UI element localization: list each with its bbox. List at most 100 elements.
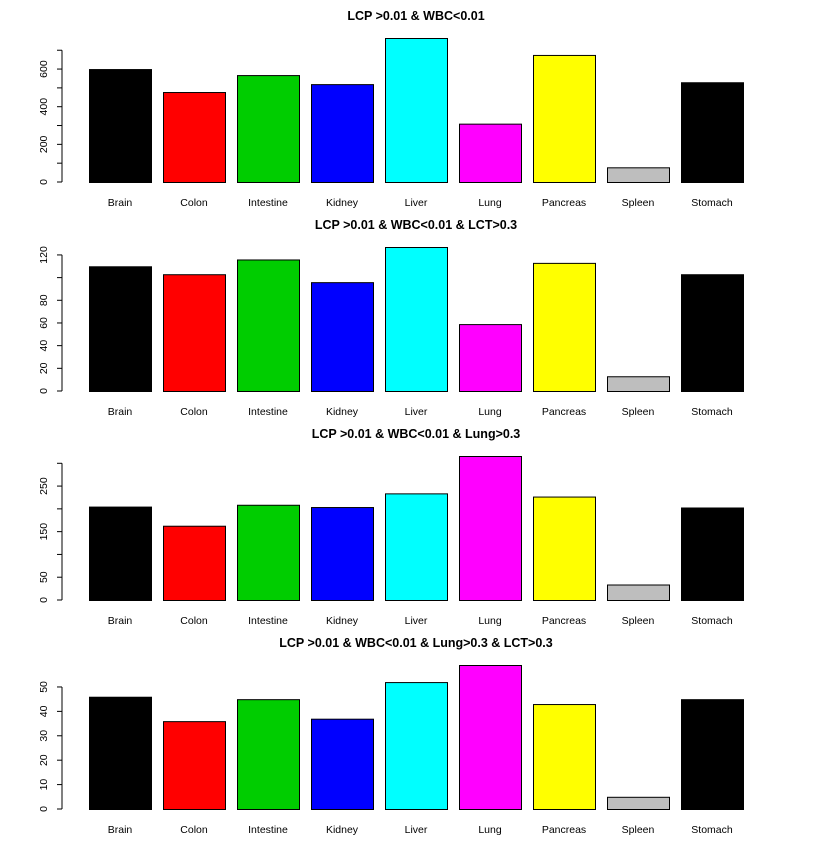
bar-liver — [385, 38, 448, 183]
category-label: Pancreas — [542, 824, 586, 836]
category-label: Pancreas — [542, 615, 586, 627]
y-tick-label: 0 — [38, 806, 50, 812]
y-tick-label: 400 — [38, 98, 50, 116]
category-label: Colon — [180, 197, 208, 209]
bar-liver — [385, 247, 448, 392]
bar-stomach — [681, 82, 744, 183]
bar-kidney — [311, 84, 374, 183]
bar-kidney — [311, 282, 374, 392]
category-label: Spleen — [622, 615, 655, 627]
y-tick-label: 200 — [38, 135, 50, 153]
category-label: Brain — [108, 197, 133, 209]
category-label: Colon — [180, 615, 208, 627]
category-label: Kidney — [326, 824, 359, 836]
chart-title: LCP >0.01 & WBC<0.01 — [347, 9, 484, 23]
category-label: Liver — [405, 824, 428, 836]
bar-lung — [459, 456, 522, 601]
y-tick-label: 20 — [38, 754, 50, 766]
category-label: Intestine — [248, 615, 288, 627]
bar-pancreas — [533, 704, 596, 810]
category-label: Pancreas — [542, 197, 586, 209]
category-label: Kidney — [326, 615, 359, 627]
y-tick-label: 50 — [38, 571, 50, 583]
bar-intestine — [237, 259, 300, 392]
y-tick-label: 150 — [38, 523, 50, 541]
category-label: Lung — [478, 406, 502, 418]
category-label: Spleen — [622, 197, 655, 209]
category-label: Stomach — [691, 406, 733, 418]
bar-intestine — [237, 699, 300, 810]
bar-lung — [459, 324, 522, 392]
category-label: Brain — [108, 824, 133, 836]
y-tick-label: 40 — [38, 340, 50, 352]
bar-kidney — [311, 507, 374, 601]
category-label: Spleen — [622, 406, 655, 418]
bar-kidney — [311, 718, 374, 810]
y-tick-label: 120 — [38, 246, 50, 264]
category-label: Intestine — [248, 406, 288, 418]
bar-lung — [459, 123, 522, 183]
category-label: Intestine — [248, 824, 288, 836]
chart-title: LCP >0.01 & WBC<0.01 & Lung>0.3 & LCT>0.… — [279, 636, 553, 650]
category-label: Intestine — [248, 197, 288, 209]
bar-liver — [385, 493, 448, 602]
category-label: Pancreas — [542, 406, 586, 418]
category-label: Colon — [180, 824, 208, 836]
chart-panel-3: LCP >0.01 & WBC<0.01 & Lung>0.3 0 50 150 250… — [38, 427, 744, 627]
category-label: Lung — [478, 615, 502, 627]
y-tick-label: 0 — [38, 597, 50, 603]
category-label: Liver — [405, 197, 428, 209]
bar-spleen — [607, 376, 670, 393]
bar-stomach — [681, 274, 744, 392]
bar-colon — [163, 525, 226, 601]
bar-brain — [89, 266, 152, 393]
bar-intestine — [237, 75, 300, 183]
bar-brain — [89, 696, 152, 811]
category-label: Stomach — [691, 615, 733, 627]
bar-stomach — [681, 507, 744, 602]
category-label: Kidney — [326, 406, 359, 418]
category-label: Lung — [478, 824, 502, 836]
bar-brain — [89, 69, 152, 183]
chart-title: LCP >0.01 & WBC<0.01 & Lung>0.3 — [312, 427, 521, 441]
category-label: Stomach — [691, 197, 733, 209]
bar-colon — [163, 721, 226, 811]
y-tick-label: 10 — [38, 779, 50, 791]
bar-lung — [459, 665, 522, 810]
y-tick-label: 50 — [38, 681, 50, 693]
category-label: Stomach — [691, 824, 733, 836]
chart-panel-2: LCP >0.01 & WBC<0.01 & LCT>0.3 0 20 40 60 80 1… — [38, 218, 744, 418]
bar-spleen — [607, 796, 670, 811]
category-label: Brain — [108, 406, 133, 418]
bar-colon — [163, 92, 226, 183]
chart-panel-1: LCP >0.01 & WBC<0.01 0 200 400 600 Brain Colon… — [38, 9, 744, 209]
chart-title: LCP >0.01 & WBC<0.01 & LCT>0.3 — [315, 218, 517, 232]
category-label: Lung — [478, 197, 502, 209]
y-tick-label: 60 — [38, 317, 50, 329]
category-label: Colon — [180, 406, 208, 418]
category-label: Kidney — [326, 197, 359, 209]
bar-stomach — [681, 699, 744, 810]
category-label: Liver — [405, 615, 428, 627]
bar-liver — [385, 682, 448, 810]
y-tick-label: 20 — [38, 362, 50, 374]
bar-intestine — [237, 504, 300, 601]
y-tick-label: 80 — [38, 294, 50, 306]
bar-colon — [163, 274, 226, 392]
y-tick-label: 600 — [38, 60, 50, 78]
y-tick-label: 40 — [38, 705, 50, 717]
bar-spleen — [607, 167, 670, 183]
bar-brain — [89, 506, 152, 601]
bar-pancreas — [533, 496, 596, 602]
y-tick-label: 0 — [38, 388, 50, 394]
y-tick-label: 30 — [38, 730, 50, 742]
y-tick-label: 250 — [38, 477, 50, 495]
bar-pancreas — [533, 262, 596, 393]
y-tick-label: 0 — [38, 179, 50, 185]
bar-pancreas — [533, 54, 596, 183]
chart-panel-4: LCP >0.01 & WBC<0.01 & Lung>0.3 & LCT>0.… — [38, 636, 744, 836]
bar-spleen — [607, 584, 670, 602]
category-label: Brain — [108, 615, 133, 627]
